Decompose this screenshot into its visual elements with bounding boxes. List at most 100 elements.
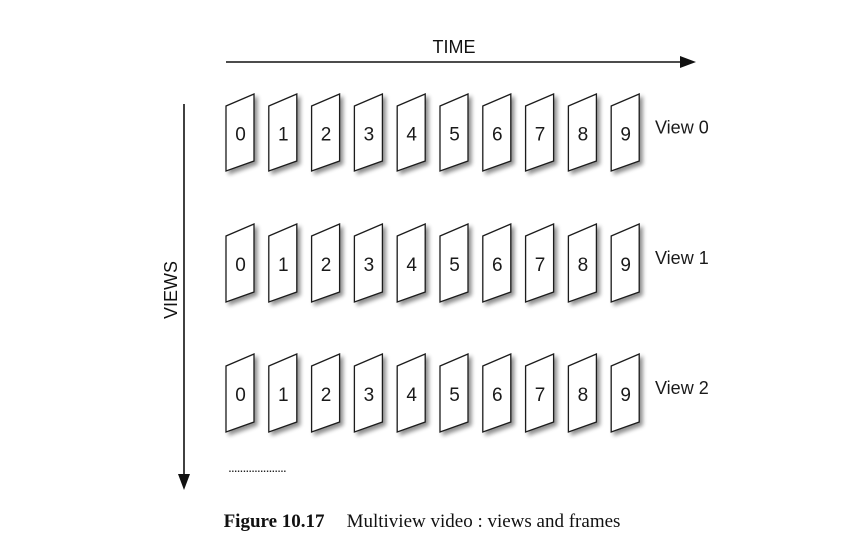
frame-view2-t2: 2 (310, 353, 341, 433)
frame-shape (482, 223, 512, 303)
frame-shape (567, 223, 598, 303)
frame-shape (353, 353, 384, 433)
frame-number: 9 (620, 385, 631, 406)
frame-shape (225, 223, 255, 303)
frame-shape (225, 93, 255, 172)
frame-view1-t0: 0 (225, 223, 255, 303)
frame-view0-t9: 9 (610, 93, 640, 172)
frame-view2-t7: 7 (524, 353, 555, 433)
time-axis-arrowhead (680, 56, 696, 68)
frame-view0-t5: 5 (439, 93, 469, 172)
frame-shape (567, 93, 598, 172)
frame-shape (396, 353, 426, 433)
frame-view1-t7: 7 (524, 223, 555, 303)
frame-shape (524, 93, 555, 172)
frame-number: 3 (364, 385, 375, 406)
frame-number: 2 (321, 255, 332, 276)
frame-shape (310, 93, 341, 172)
frame-view1-t8: 8 (567, 223, 598, 303)
views-axis-label: VIEWS (161, 261, 181, 319)
frame-number: 2 (321, 125, 332, 146)
frame-view0-t8: 8 (567, 93, 598, 172)
frame-shape (610, 223, 640, 303)
frame-grid: 0 1 2 3 4 5 6 7 8 9 View 0 0 1 2 3 4 5 6 7 8 9 View 1 0 1 2 3 4 5 6 7… (225, 93, 709, 433)
view-row-1: 0 1 2 3 4 5 6 7 8 9 View 1 (225, 223, 709, 303)
frame-number: 5 (449, 385, 460, 406)
frame-number: 6 (492, 125, 503, 146)
frame-shape (524, 223, 555, 303)
frame-number: 1 (278, 255, 289, 276)
frame-view0-t0: 0 (225, 93, 255, 172)
frame-view2-t3: 3 (353, 353, 384, 433)
frame-view2-t0: 0 (225, 353, 255, 433)
frame-view0-t1: 1 (268, 93, 298, 172)
frame-shape (268, 93, 298, 172)
frame-shape (268, 223, 298, 303)
frame-shape (524, 353, 555, 433)
frame-shape (268, 353, 298, 433)
frame-view1-t9: 9 (610, 223, 640, 303)
frame-number: 4 (406, 255, 417, 276)
frame-number: 0 (235, 255, 246, 276)
frame-number: 6 (492, 385, 503, 406)
frame-number: 5 (449, 255, 460, 276)
frame-number: 2 (321, 385, 332, 406)
frame-view2-t1: 1 (268, 353, 298, 433)
figure-caption: Figure 10.17 Multiview video : views and … (0, 511, 844, 541)
view-label: View 2 (655, 378, 709, 398)
frame-number: 7 (535, 255, 546, 276)
frame-number: 1 (278, 385, 289, 406)
view-row-0: 0 1 2 3 4 5 6 7 8 9 View 0 (225, 93, 709, 172)
frame-shape (482, 353, 512, 433)
figure-caption-text: Multiview video : views and frames (346, 511, 621, 532)
view-label: View 1 (655, 248, 709, 268)
frame-number: 4 (406, 125, 417, 146)
frame-shape (396, 223, 426, 303)
view-label: View 0 (655, 118, 709, 138)
frame-view2-t9: 9 (610, 353, 640, 433)
frame-shape (439, 353, 469, 433)
frame-number: 3 (364, 255, 375, 276)
frame-view0-t7: 7 (524, 93, 555, 172)
frame-shape (439, 93, 469, 172)
frame-number: 0 (235, 385, 246, 406)
frame-number: 9 (620, 255, 631, 276)
frame-view0-t3: 3 (353, 93, 384, 172)
frame-number: 6 (492, 255, 503, 276)
view-row-2: 0 1 2 3 4 5 6 7 8 9 View 2 (225, 353, 709, 433)
frame-shape (310, 353, 341, 433)
frame-number: 8 (578, 255, 589, 276)
frame-view1-t4: 4 (396, 223, 426, 303)
frame-number: 7 (535, 125, 546, 146)
frame-shape (310, 223, 341, 303)
frame-shape (353, 223, 384, 303)
frame-shape (610, 353, 640, 433)
frame-shape (567, 353, 598, 433)
frame-number: 9 (620, 125, 631, 146)
frame-view2-t4: 4 (396, 353, 426, 433)
frame-shape (396, 93, 426, 172)
frame-number: 4 (406, 385, 417, 406)
frame-view1-t3: 3 (353, 223, 384, 303)
frame-shape (439, 223, 469, 303)
more-views-ellipsis: .................... (228, 459, 286, 475)
frame-shape (610, 93, 640, 172)
frame-shape (225, 353, 255, 433)
frame-view2-t6: 6 (482, 353, 512, 433)
frame-shape (482, 93, 512, 172)
frame-view1-t6: 6 (482, 223, 512, 303)
views-axis-arrowhead (178, 474, 190, 490)
frame-number: 8 (578, 125, 589, 146)
frame-view2-t5: 5 (439, 353, 469, 433)
frame-number: 1 (278, 125, 289, 146)
frame-view1-t1: 1 (268, 223, 298, 303)
frame-number: 7 (535, 385, 546, 406)
frame-view0-t6: 6 (482, 93, 512, 172)
frame-number: 5 (449, 125, 460, 146)
frame-view1-t5: 5 (439, 223, 469, 303)
frame-number: 3 (364, 125, 375, 146)
time-axis-label: TIME (433, 37, 476, 57)
frame-number: 0 (235, 125, 246, 146)
frame-view0-t2: 2 (310, 93, 341, 172)
